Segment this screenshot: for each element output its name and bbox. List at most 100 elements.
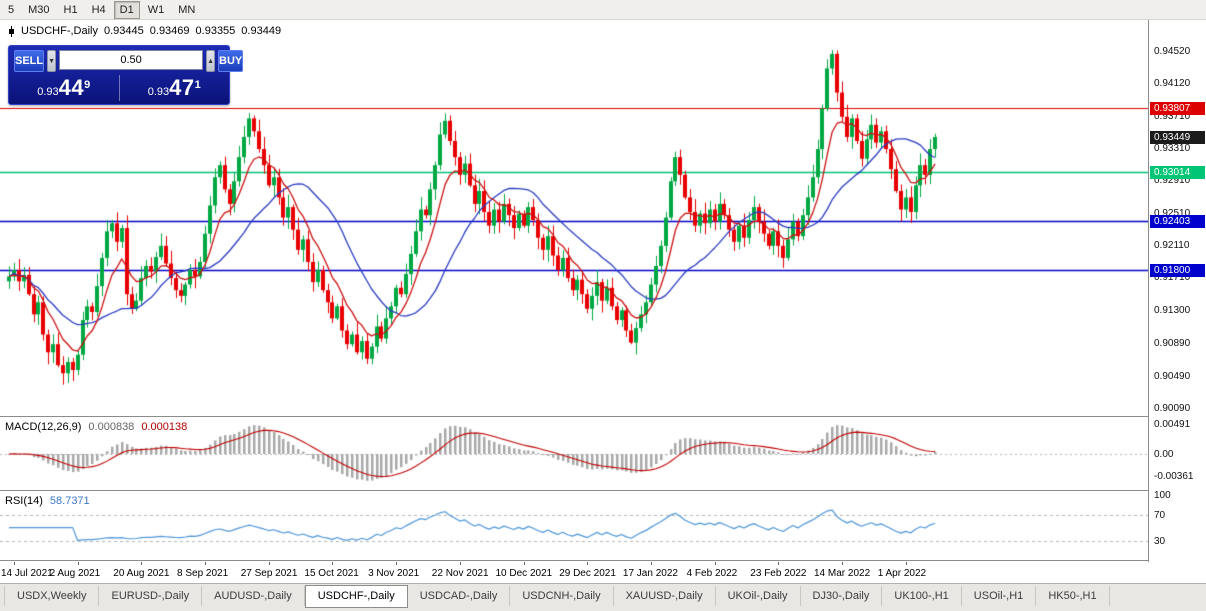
chart-tab-usdx-weekly[interactable]: USDX,Weekly <box>4 586 100 606</box>
date-axis-label: 23 Feb 2022 <box>750 568 807 579</box>
price-axis-label: 0.93710 <box>1154 110 1191 122</box>
rsi-axis-label: 70 <box>1154 509 1166 521</box>
macd-panel-canvas[interactable] <box>0 418 1148 490</box>
date-tick <box>460 562 461 565</box>
date-axis[interactable]: 14 Jul 2021 2 Aug 2021 20 Aug 2021 8 Sep 20… <box>0 562 1148 583</box>
price-axis-label: 0.93310 <box>1154 143 1191 155</box>
price-axis-label: 0.91300 <box>1154 305 1191 317</box>
macd-axis-label: -0.00361 <box>1154 471 1194 483</box>
date-tick <box>78 562 79 565</box>
price-axis-label: 0.90890 <box>1154 338 1191 350</box>
rsi-axis-label: 30 <box>1154 535 1166 547</box>
chart-tab-dj30-daily[interactable]: DJ30-,Daily <box>801 586 883 606</box>
chart-tab-xauusd-daily[interactable]: XAUUSD-,Daily <box>614 586 716 606</box>
date-tick <box>269 562 270 565</box>
date-axis-label: 17 Jan 2022 <box>622 568 678 579</box>
lot-increase-button[interactable]: ▲ <box>206 50 215 72</box>
chart-tab-uk100-h1[interactable]: UK100-,H1 <box>882 586 962 606</box>
panel-resize-handle[interactable] <box>0 560 1206 561</box>
candle-icon <box>8 25 15 37</box>
ohlc-info-line: USDCHF-,Daily 0.93445 0.93469 0.93355 0.… <box>8 25 281 37</box>
date-axis-label: 10 Dec 2021 <box>495 568 553 579</box>
date-tick <box>842 562 843 565</box>
timeframe-button-5[interactable]: 5 <box>8 3 15 16</box>
chart-tab-audusd-daily[interactable]: AUDUSD-,Daily <box>202 586 305 606</box>
one-click-trading-panel: SELL ▼ ▲ BUY 0.93449 0.93471 <box>8 45 244 105</box>
date-tick <box>14 562 15 565</box>
price-level-label: 0.93449 <box>1150 130 1205 144</box>
price-axis-label: 0.92910 <box>1154 175 1191 187</box>
date-axis-label: 15 Oct 2021 <box>304 568 359 579</box>
ohlc-low: 0.93355 <box>195 25 236 37</box>
sell-button[interactable]: SELL <box>14 50 45 72</box>
date-axis-label: 22 Nov 2021 <box>431 568 489 579</box>
date-axis-label: 8 Sep 2021 <box>177 568 229 579</box>
date-axis-label: 1 Apr 2022 <box>877 568 927 579</box>
timeframe-toolbar: 5 M30 H1 H4 D1 W1 MN <box>0 0 1206 20</box>
chart-tab-usoil-h1[interactable]: USOil-,H1 <box>962 586 1037 606</box>
rsi-label: RSI(14) 58.7371 <box>5 495 90 507</box>
date-tick <box>715 562 716 565</box>
timeframe-button-w1[interactable]: W1 <box>147 3 165 16</box>
price-level-label: 0.93014 <box>1150 165 1205 179</box>
lot-decrease-button[interactable]: ▼ <box>47 50 57 72</box>
panel-resize-handle[interactable] <box>0 490 1206 491</box>
date-tick <box>205 562 206 565</box>
date-tick <box>651 562 652 565</box>
date-axis-label: 3 Nov 2021 <box>368 568 420 579</box>
timeframe-button-mn[interactable]: MN <box>178 3 196 16</box>
panel-resize-handle[interactable] <box>0 416 1206 417</box>
date-tick <box>141 562 142 565</box>
price-axis-label: 0.92510 <box>1154 207 1191 219</box>
ohlc-open: 0.93445 <box>104 25 144 37</box>
macd-axis-label: 0.00491 <box>1154 419 1191 431</box>
rsi-panel-canvas[interactable] <box>0 492 1148 560</box>
sell-price: 0.93449 <box>37 74 91 100</box>
chart-tabs-bar: USDX,Weekly EURUSD-,Daily AUDUSD-,Daily USD… <box>0 583 1206 611</box>
date-tick <box>778 562 779 565</box>
timeframe-button-m30[interactable]: M30 <box>28 3 50 16</box>
price-axis-label: 0.94120 <box>1154 77 1191 89</box>
macd-main-value: 0.000838 <box>88 421 135 433</box>
chart-tab-usdchf-daily[interactable]: USDCHF-,Daily <box>304 585 408 608</box>
ohlc-close: 0.93449 <box>241 25 282 37</box>
lot-size-input[interactable] <box>59 50 204 70</box>
macd-axis-label: 0.00 <box>1154 449 1174 460</box>
date-axis-label: 20 Aug 2021 <box>113 568 170 579</box>
date-axis-label: 29 Dec 2021 <box>559 568 616 579</box>
timeframe-button-h4[interactable]: H4 <box>91 3 106 16</box>
date-tick <box>906 562 907 565</box>
date-axis-label: 2 Aug 2021 <box>49 568 101 579</box>
price-axis-label: 0.91710 <box>1154 272 1191 284</box>
price-axis-label: 0.90090 <box>1154 402 1191 414</box>
price-axis-label: 0.92110 <box>1154 240 1190 252</box>
price-axis[interactable]: 0.94520 0.94120 0.93710 0.93310 0.92910 0.925… <box>1148 20 1206 562</box>
rsi-value: 58.7371 <box>49 495 90 507</box>
timeframe-button-h1[interactable]: H1 <box>63 3 78 16</box>
date-tick <box>332 562 333 565</box>
chart-tab-ukoil-daily[interactable]: UKOil-,Daily <box>716 586 801 606</box>
timeframe-button-d1[interactable]: D1 <box>113 0 140 19</box>
date-axis-label: 4 Feb 2022 <box>686 568 738 579</box>
chart-tab-usdcnh-daily[interactable]: USDCNH-,Daily <box>510 586 614 606</box>
price-level-label: 0.92403 <box>1150 214 1205 228</box>
date-axis-label: 14 Jul 2021 <box>1 568 53 579</box>
macd-label: MACD(12,26,9) 0.000838 0.000138 <box>5 421 188 433</box>
chart-tab-usdcad-daily[interactable]: USDCAD-,Daily <box>408 586 511 606</box>
date-tick <box>524 562 525 565</box>
price-axis-label: 0.94520 <box>1154 45 1191 57</box>
macd-signal-value: 0.000138 <box>141 421 188 433</box>
date-tick <box>396 562 397 565</box>
price-level-label: 0.91800 <box>1150 263 1205 277</box>
chart-tab-eurusd-daily[interactable]: EURUSD-,Daily <box>99 586 203 606</box>
trade-panel-divider <box>118 74 120 101</box>
rsi-axis-label: 100 <box>1154 490 1171 502</box>
price-axis-label: 0.90490 <box>1154 370 1191 382</box>
chart-tab-hk50-h1[interactable]: HK50-,H1 <box>1036 586 1110 606</box>
buy-button[interactable]: BUY <box>218 50 244 72</box>
date-tick <box>587 562 588 565</box>
date-axis-label: 14 Mar 2022 <box>814 568 871 579</box>
ohlc-high: 0.93469 <box>149 25 190 37</box>
price-level-label: 0.93807 <box>1150 101 1205 115</box>
